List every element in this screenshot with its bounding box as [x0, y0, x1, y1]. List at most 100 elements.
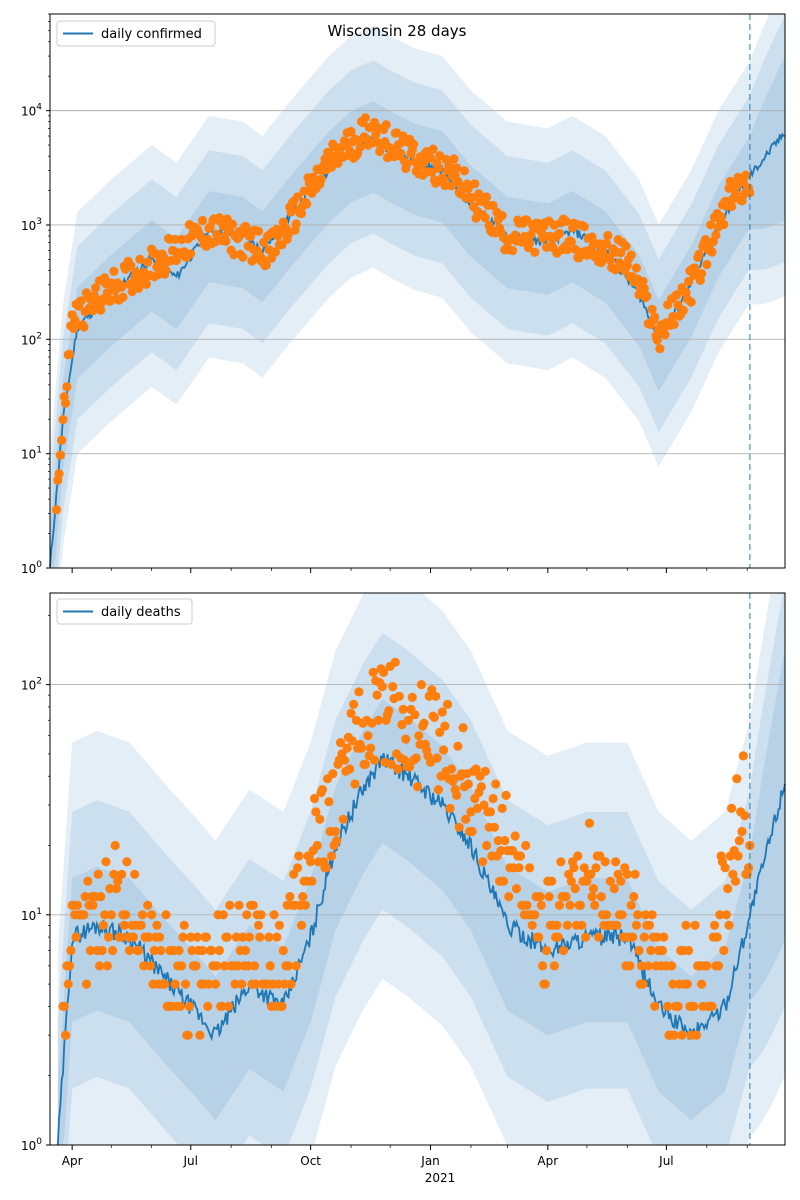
observed-point [294, 851, 304, 861]
observed-point [311, 807, 321, 817]
observed-point [723, 884, 733, 894]
observed-point [345, 146, 355, 156]
observed-point [611, 857, 621, 867]
observed-point [621, 241, 631, 251]
observed-point [725, 176, 735, 186]
observed-point [433, 163, 443, 173]
observed-point [368, 667, 378, 678]
observed-point [452, 163, 462, 173]
observed-point [106, 910, 116, 920]
observed-point [498, 876, 509, 886]
observed-point [130, 869, 140, 879]
observed-point [669, 319, 679, 329]
observed-point [493, 836, 503, 846]
observed-point [500, 836, 510, 846]
observed-point [411, 753, 421, 763]
observed-point [728, 869, 738, 879]
observed-point [386, 759, 396, 770]
observed-point [178, 932, 188, 942]
observed-point [738, 751, 748, 761]
observed-point [562, 920, 573, 930]
observed-point [214, 945, 224, 956]
x-tick-label: Apr [537, 1154, 558, 1168]
observed-point [419, 718, 429, 728]
observed-point [285, 892, 295, 902]
observed-point [369, 755, 380, 765]
observed-point [300, 900, 310, 910]
observed-point [515, 851, 526, 861]
observed-point [253, 226, 264, 236]
observed-point [534, 932, 544, 942]
observed-point [237, 979, 247, 989]
observed-point [135, 254, 145, 264]
observed-point [584, 818, 595, 828]
observed-point [363, 731, 373, 741]
deaths-model-line [56, 752, 786, 1146]
observed-point [203, 1001, 213, 1012]
observed-point [626, 250, 636, 260]
observed-point [126, 261, 136, 271]
observed-point [141, 279, 151, 289]
observed-point [139, 961, 149, 971]
observed-point [204, 979, 214, 989]
observed-point [403, 715, 413, 725]
observed-point [124, 945, 135, 956]
observed-point [530, 910, 540, 920]
observed-point [109, 869, 119, 879]
observed-point [719, 219, 729, 230]
deaths-panel: 100 101 102 Apr Jul Oct Jan Apr Jul 2021 daily … [21, 592, 786, 1185]
observed-point [673, 1001, 683, 1012]
observed-point [440, 721, 450, 731]
observed-point [541, 945, 552, 956]
observed-point [454, 822, 464, 832]
observed-point [616, 876, 626, 886]
observed-point [180, 979, 191, 989]
legend-daily-deaths: daily deaths [101, 605, 181, 620]
observed-point [242, 224, 252, 234]
observed-point [453, 741, 463, 751]
observed-point [686, 297, 696, 307]
observed-point [497, 211, 507, 221]
observed-point [605, 876, 616, 886]
observed-point [710, 920, 720, 930]
observed-point [79, 322, 89, 332]
observed-point [716, 212, 726, 222]
y-tick-label: 102 [21, 331, 42, 347]
observed-point [72, 900, 82, 910]
observed-point [97, 945, 107, 956]
observed-point [489, 822, 499, 832]
observed-point [151, 249, 161, 259]
observed-point [566, 237, 576, 247]
observed-point [577, 920, 587, 930]
observed-point [366, 743, 376, 753]
observed-point [719, 945, 729, 956]
observed-point [381, 120, 391, 130]
observed-point [309, 793, 320, 804]
observed-point [223, 1001, 234, 1012]
observed-point [668, 979, 678, 989]
observed-point [59, 1001, 69, 1012]
observed-point [478, 857, 488, 867]
observed-point [458, 723, 468, 733]
observed-point [312, 840, 322, 851]
observed-point [393, 764, 403, 774]
observed-point [625, 961, 635, 971]
observed-point [669, 1030, 679, 1040]
observed-point [384, 706, 394, 716]
observed-point [227, 219, 237, 229]
observed-point [321, 863, 331, 873]
observed-point [743, 863, 754, 873]
observed-point [459, 166, 469, 176]
observed-point [730, 876, 741, 886]
observed-point [345, 764, 355, 774]
observed-point [565, 900, 575, 910]
observed-point [356, 743, 367, 753]
confirmed-axes-frame [49, 13, 786, 569]
observed-point [596, 892, 606, 902]
observed-point [225, 900, 235, 910]
observed-point [707, 1001, 717, 1012]
observed-point [101, 857, 111, 867]
observed-point [156, 945, 166, 956]
observed-point [644, 920, 655, 930]
observed-point [264, 932, 274, 942]
